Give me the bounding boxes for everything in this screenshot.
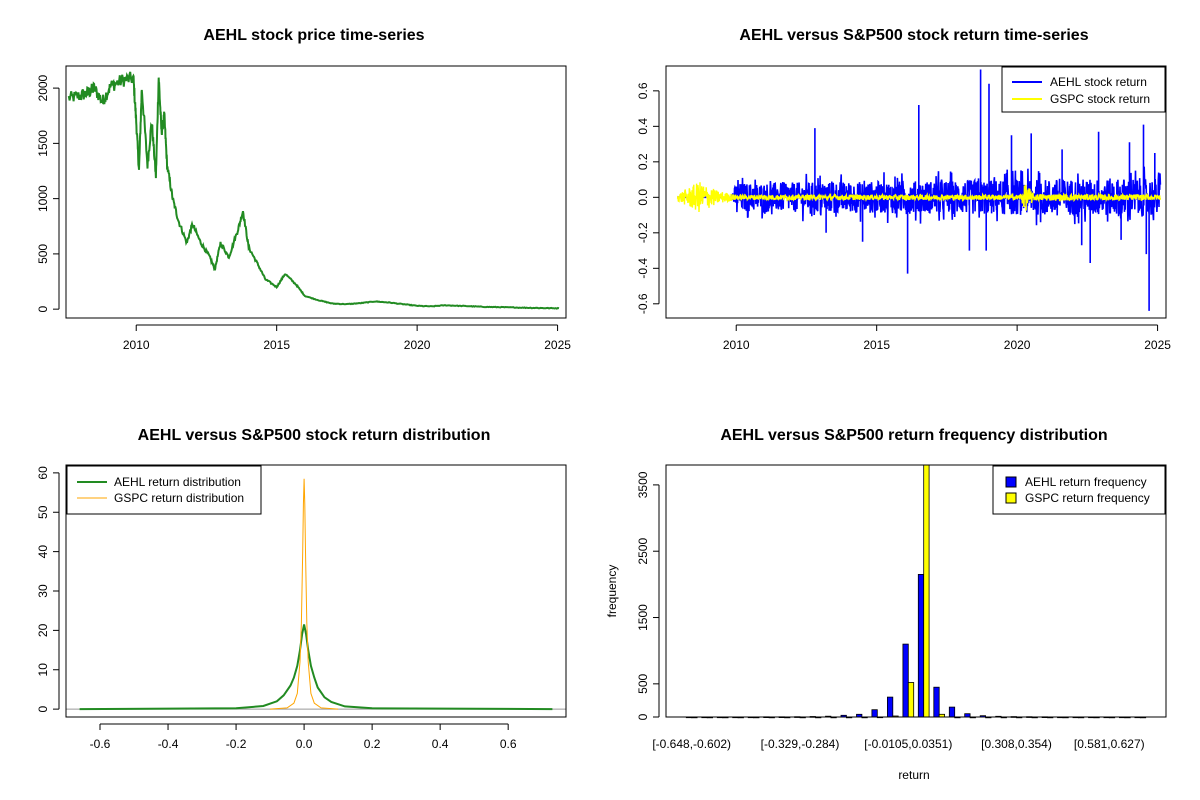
histogram-y-tick-label: 1500 [636, 604, 650, 631]
histogram-x-tick-label: [0.308,0.354) [981, 737, 1052, 751]
density-chart-plot-area [65, 464, 567, 718]
returns-legend-aehl-label: AEHL stock return [1050, 75, 1147, 89]
density-x-tick-label: -0.2 [226, 737, 247, 751]
returns-y-tick-label: -0.4 [636, 258, 650, 279]
histogram-gspc-bar [923, 464, 930, 718]
density-x-tick-label: 0.0 [296, 737, 313, 751]
density-chart-legend: AEHL return distribution GSPC return dis… [66, 465, 262, 515]
histogram-chart: AEHL versus S&P500 return frequency dist… [605, 427, 1167, 782]
price-chart-plot-area [65, 65, 567, 319]
returns-x-tick-label: 2015 [863, 338, 890, 352]
density-chart: AEHL versus S&P500 stock return distribu… [36, 427, 567, 751]
density-y-tick-label: 30 [36, 584, 50, 598]
returns-legend-box [1001, 66, 1166, 113]
histogram-legend-aehl-swatch [1005, 476, 1017, 488]
price-x-tick-label: 2010 [123, 338, 150, 352]
price-chart: AEHL stock price time-series 2010 2015 202… [36, 27, 571, 352]
histogram-x-tick-label: [-0.329,-0.284) [761, 737, 840, 751]
price-y-tick-label: 0 [36, 306, 50, 313]
histogram-aehl-bar [871, 709, 878, 718]
histogram-chart-axes: 0 500 1500 2500 3500 [-0.648,-0.602) [-0.329,-… [636, 471, 1145, 751]
histogram-y-tick-label: 500 [636, 674, 650, 694]
returns-chart: AEHL versus S&P500 stock return time-ser… [636, 27, 1171, 352]
price-chart-title: AEHL stock price time-series [203, 27, 424, 44]
returns-chart-axes: 2010 2015 2020 2025 -0.6 -0.4 -0.2 0.0 0.2 0.4 0.6 [636, 82, 1171, 352]
density-x-tick-label: 0.6 [500, 737, 517, 751]
histogram-gspc-bar [907, 682, 915, 718]
returns-chart-title: AEHL versus S&P500 stock return time-ser… [739, 27, 1088, 44]
histogram-aehl-bar [948, 706, 956, 718]
price-y-tick-label: 500 [36, 244, 50, 264]
returns-y-tick-label: 0.4 [636, 118, 650, 135]
returns-x-tick-label: 2020 [1004, 338, 1031, 352]
density-legend-aehl-label: AEHL return distribution [114, 475, 241, 489]
price-chart-lines [67, 71, 560, 310]
histogram-aehl-bar [902, 643, 909, 718]
density-x-tick-label: -0.4 [158, 737, 179, 751]
returns-legend-gspc-label: GSPC stock return [1050, 92, 1150, 106]
returns-chart-plot-area [665, 65, 1167, 319]
density-x-tick-label: -0.6 [90, 737, 111, 751]
histogram-legend-aehl-label: AEHL return frequency [1025, 475, 1147, 489]
returns-chart-lines [676, 69, 1162, 311]
density-legend-gspc-label: GSPC return distribution [114, 491, 244, 505]
price-y-tick-label: 2000 [36, 74, 50, 101]
density-y-tick-label: 0 [36, 705, 50, 712]
histogram-legend-gspc-label: GSPC return frequency [1025, 491, 1150, 505]
histogram-xlabel: return [898, 768, 929, 782]
density-gspc-line [270, 478, 339, 710]
price-y-tick-label: 1500 [36, 130, 50, 157]
histogram-legend-box [992, 465, 1166, 515]
density-y-tick-label: 60 [36, 466, 50, 480]
density-legend-box [66, 465, 262, 515]
density-y-tick-label: 40 [36, 545, 50, 559]
histogram-x-tick-label: [0.581,0.627) [1074, 737, 1145, 751]
price-chart-axes: 2010 2015 2020 2025 0 500 1000 1500 2000 [36, 74, 571, 352]
returns-y-tick-label: 0.0 [636, 189, 650, 206]
histogram-chart-title: AEHL versus S&P500 return frequency dist… [720, 427, 1107, 444]
returns-y-tick-label: 0.6 [636, 82, 650, 99]
density-aehl-line [79, 624, 553, 711]
density-x-tick-label: 0.2 [364, 737, 381, 751]
returns-y-tick-label: -0.6 [636, 293, 650, 314]
returns-x-tick-label: 2025 [1144, 338, 1171, 352]
density-chart-title: AEHL versus S&P500 stock return distribu… [138, 427, 491, 444]
histogram-y-tick-label: 0 [636, 713, 650, 720]
density-y-tick-label: 50 [36, 505, 50, 519]
density-chart-axes: -0.6 -0.4 -0.2 0.0 0.2 0.4 0.6 0 10 20 30 40 50 60 [36, 466, 517, 751]
histogram-legend-gspc-swatch [1005, 492, 1017, 504]
price-series-line [67, 71, 560, 310]
histogram-aehl-bar [887, 696, 894, 718]
returns-x-tick-label: 2010 [723, 338, 750, 352]
density-y-tick-label: 10 [36, 663, 50, 677]
returns-y-tick-label: -0.2 [636, 222, 650, 243]
histogram-x-tick-label: [-0.648,-0.602) [652, 737, 731, 751]
price-y-tick-label: 1000 [36, 185, 50, 212]
histogram-ylabel: frequency [605, 565, 619, 618]
histogram-y-tick-label: 2500 [636, 538, 650, 565]
histogram-aehl-bar [917, 574, 925, 718]
density-chart-lines [66, 478, 566, 711]
histogram-y-tick-label: 3500 [636, 471, 650, 498]
returns-chart-legend: AEHL stock return GSPC stock return [1001, 66, 1166, 113]
price-x-tick-label: 2020 [404, 338, 431, 352]
histogram-chart-plot-area [665, 464, 1167, 718]
returns-gspc-line [676, 182, 1162, 213]
histogram-aehl-bar [933, 686, 940, 718]
density-x-tick-label: 0.4 [432, 737, 449, 751]
histogram-chart-legend: AEHL return frequency GSPC return freque… [992, 465, 1166, 515]
returns-y-tick-label: 0.2 [636, 153, 650, 170]
density-y-tick-label: 20 [36, 623, 50, 637]
price-x-tick-label: 2015 [263, 338, 290, 352]
price-x-tick-label: 2025 [544, 338, 571, 352]
histogram-x-tick-label: [-0.0105,0.0351) [864, 737, 952, 751]
